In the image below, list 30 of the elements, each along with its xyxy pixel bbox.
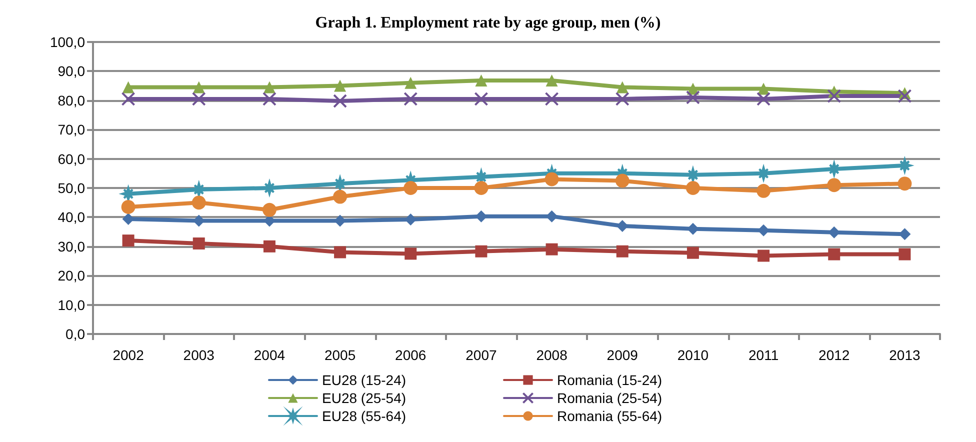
x-tick-label: 2013 <box>889 347 920 363</box>
y-tick-label: 90,0 <box>58 63 86 80</box>
y-tick-label: 60,0 <box>58 150 86 167</box>
legend-label: EU28 (25-54) <box>322 390 406 406</box>
y-tick-label: 100,0 <box>50 34 86 50</box>
x-tick-label: 2002 <box>112 347 144 363</box>
y-tick-label: 0,0 <box>66 326 86 342</box>
y-tick-label: 10,0 <box>58 296 86 313</box>
x-tick-label: 2005 <box>324 347 356 363</box>
x-tick-label: 2010 <box>677 347 709 363</box>
x-tick-label: 2009 <box>606 347 638 363</box>
y-tick-label: 40,0 <box>58 209 86 226</box>
legend-label: EU28 (55-64) <box>322 408 406 424</box>
legend-label: Romania (55-64) <box>557 408 662 424</box>
legend-label: EU28 (15-24) <box>322 372 406 388</box>
x-tick-label: 2004 <box>254 347 286 363</box>
x-tick-label: 2008 <box>536 347 568 363</box>
chart-title: Graph 1. Employment rate by age group, men (%) <box>315 14 661 32</box>
legend-label: Romania (15-24) <box>557 372 662 388</box>
x-tick-label: 2011 <box>748 347 779 363</box>
x-tick-label: 2003 <box>183 347 215 363</box>
y-tick-label: 30,0 <box>58 238 86 254</box>
legend-label: Romania (25-54) <box>557 390 662 406</box>
y-tick-label: 70,0 <box>58 122 86 138</box>
y-tick-label: 50,0 <box>58 180 86 196</box>
x-tick-label: 2006 <box>395 347 426 363</box>
y-tick-label: 80,0 <box>58 92 86 108</box>
y-tick-label: 20,0 <box>58 268 86 284</box>
x-tick-label: 2012 <box>818 347 850 363</box>
x-tick-label: 2007 <box>466 347 497 363</box>
